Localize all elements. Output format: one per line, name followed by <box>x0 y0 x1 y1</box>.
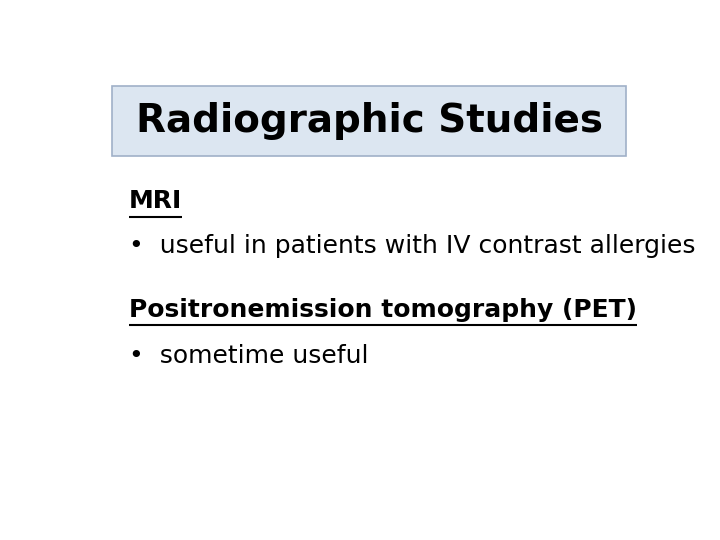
Text: MRI: MRI <box>129 189 182 213</box>
Text: •  useful in patients with IV contrast allergies: • useful in patients with IV contrast al… <box>129 234 696 258</box>
Text: Radiographic Studies: Radiographic Studies <box>135 102 603 140</box>
Text: Positronemission tomography (PET): Positronemission tomography (PET) <box>129 298 637 322</box>
Text: •  sometime useful: • sometime useful <box>129 344 369 368</box>
FancyBboxPatch shape <box>112 85 626 156</box>
